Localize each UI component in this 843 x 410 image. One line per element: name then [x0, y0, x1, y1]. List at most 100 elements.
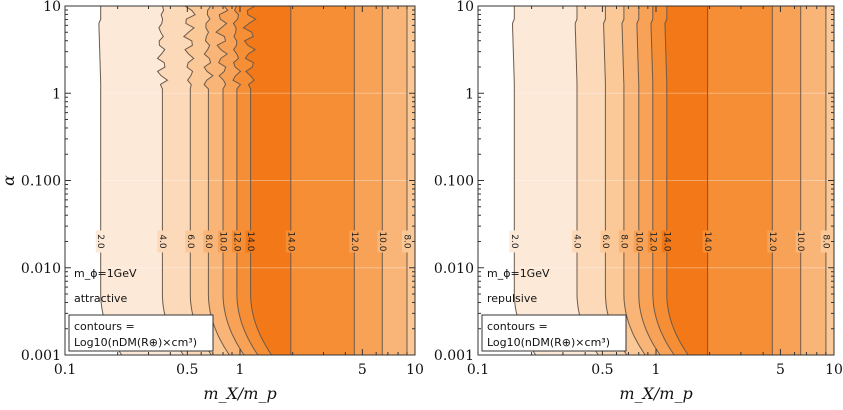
panel-attractive: 2.0 4.0 6.0 8.0 10.0 12.0 14.0 14.0 12.0 10.0 8.00…: [0, 0, 424, 403]
contour-band: [232, 6, 272, 355]
contour-line: [650, 6, 675, 356]
contour-band: [664, 6, 708, 355]
contour-label: 4.0: [157, 234, 167, 249]
contour-label-bg: [245, 230, 256, 253]
x-tick-label: 0.5: [591, 362, 613, 378]
contour-band: [183, 6, 230, 355]
y-tick-label: 1: [465, 86, 474, 102]
contour-band: [382, 6, 407, 355]
x-tick-label: 1: [236, 362, 245, 378]
y-tick-label: 1: [52, 86, 61, 102]
legend-line-2: Log10(nDM(R⊕)×cm³): [74, 336, 197, 349]
x-tick-label: 0.1: [467, 362, 489, 378]
contour-line: [182, 5, 212, 356]
contour-label-bg: [572, 230, 583, 253]
contour-line: [232, 5, 259, 356]
contour-band: [204, 6, 244, 355]
contour-label: 14.0: [245, 231, 255, 251]
contour-label: 14.0: [702, 231, 712, 251]
contour-line: [621, 6, 646, 356]
contour-label: 14.0: [661, 231, 671, 251]
legend-line-2: Log10(nDM(R⊕)×cm³): [487, 336, 610, 349]
contour-label-bg: [401, 230, 412, 253]
contour-line: [603, 6, 628, 356]
contour-label-bg: [795, 230, 806, 253]
contour-label-bg: [647, 230, 658, 253]
contour-band: [603, 6, 646, 355]
legend-line-1: contours =: [74, 320, 135, 333]
contour-line: [574, 6, 599, 356]
y-tick-label: 0.100: [434, 174, 474, 190]
contour-band: [800, 6, 826, 355]
contour-label-bg: [231, 230, 242, 253]
contour-label: 2.0: [95, 234, 105, 249]
y-tick-label: 0.010: [21, 261, 61, 277]
contour-label-bg: [618, 230, 629, 253]
contour-label: 12.0: [349, 231, 359, 251]
contour-label-bg: [377, 230, 388, 253]
x-tick-label: 0.5: [176, 362, 198, 378]
y-tick-label: 0.001: [434, 348, 474, 364]
contour-label-bg: [702, 230, 713, 253]
legend-box: [68, 314, 214, 352]
contour-line: [156, 5, 184, 356]
contour-line: [242, 5, 273, 356]
contour-band: [157, 6, 212, 355]
interaction-type-annotation: repulsive: [487, 292, 537, 305]
contour-band: [354, 6, 383, 355]
x-axis-title: m_X/m_p: [203, 384, 276, 403]
contour-label-bg: [203, 230, 214, 253]
x-tick-label: 1: [652, 362, 661, 378]
y-tick-label: 0.001: [21, 348, 61, 364]
contour-band: [622, 6, 661, 355]
contour-label: 2.0: [509, 234, 519, 249]
contour-band: [243, 6, 291, 355]
x-axis-title: m_X/m_p: [619, 384, 692, 403]
contour-label-bg: [349, 230, 360, 253]
contour-label-bg: [95, 230, 106, 253]
contour-label-bg: [218, 230, 229, 253]
contour-label: 14.0: [285, 231, 295, 251]
contour-band: [216, 6, 258, 355]
contour-label: 12.0: [767, 231, 777, 251]
x-tick-label: 10: [825, 362, 843, 378]
contour-label-bg: [820, 230, 831, 253]
contour-label: 8.0: [618, 234, 628, 249]
mediator-mass-annotation: m_ϕ=1GeV: [487, 267, 550, 280]
contour-label: 10.0: [633, 231, 643, 251]
contour-label: 6.0: [185, 234, 195, 249]
contour-label: 6.0: [600, 234, 610, 249]
contour-line: [203, 5, 230, 356]
legend-box: [481, 314, 627, 352]
panel-repulsive: 2.0 4.0 6.0 8.0 10.0 12.0 14.0 14.0 12.0 10.0 8.0 0…: [434, 0, 843, 403]
contour-band: [290, 6, 355, 355]
contour-label: 8.0: [820, 234, 830, 249]
y-tick-label: 0.010: [434, 261, 474, 277]
contour-label-bg: [157, 230, 168, 253]
contour-line: [98, 6, 123, 356]
contour-label: 12.0: [231, 231, 241, 251]
y-tick-label: 10: [43, 0, 61, 15]
contour-label-bg: [600, 230, 611, 253]
contour-label-bg: [633, 230, 644, 253]
contour-band: [707, 6, 773, 355]
contour-label-bg: [767, 230, 778, 253]
contour-label-bg: [185, 230, 196, 253]
contour-label-bg: [509, 230, 520, 253]
contour-band: [575, 6, 627, 355]
contour-label: 8.0: [203, 234, 213, 249]
contour-line: [636, 6, 661, 356]
mediator-mass-annotation: m_ϕ=1GeV: [74, 267, 137, 280]
contour-label: 10.0: [377, 231, 387, 251]
contour-label: 10.0: [795, 231, 805, 251]
y-tick-label: 10: [456, 0, 474, 15]
contour-line: [215, 5, 245, 356]
contour-band: [636, 6, 675, 355]
contour-label: 10.0: [218, 231, 228, 251]
legend-line-1: contours =: [487, 320, 548, 333]
contour-band: [651, 6, 689, 355]
contour-label: 12.0: [647, 231, 657, 251]
contour-label: 4.0: [572, 234, 582, 249]
